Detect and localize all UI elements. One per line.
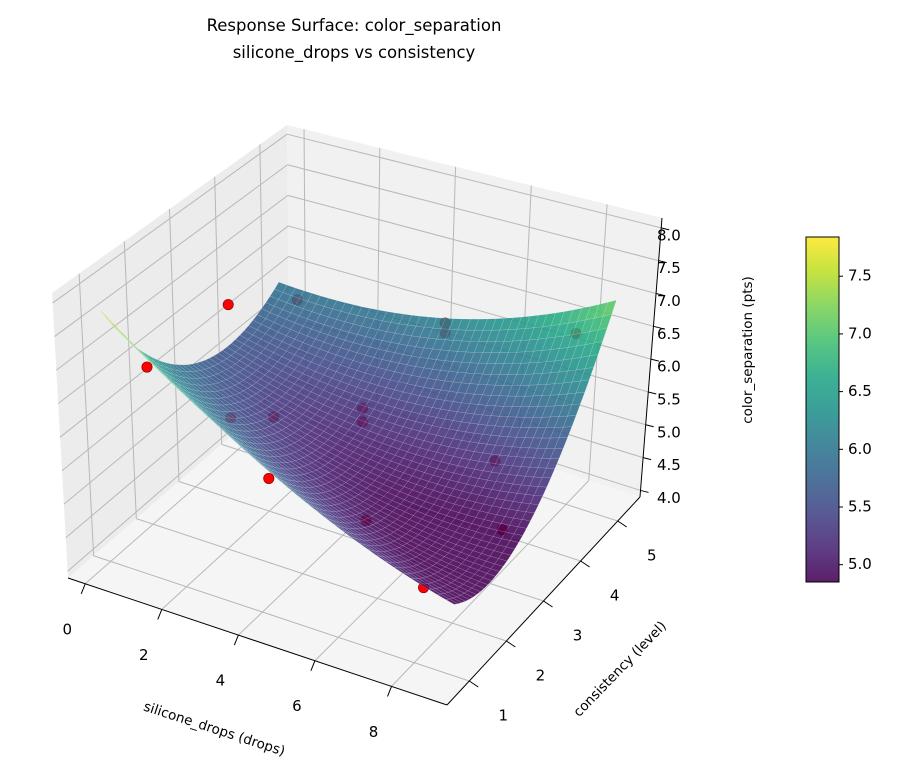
z-gridline-left bbox=[59, 256, 289, 438]
y-gridline-left bbox=[123, 241, 137, 519]
surface-patch bbox=[490, 563, 504, 572]
x-tick-label: 6 bbox=[292, 697, 302, 715]
x-tick-mark bbox=[157, 609, 163, 620]
z-tick-label: 6.0 bbox=[657, 358, 681, 376]
surface-patch bbox=[602, 299, 617, 317]
data-point bbox=[141, 361, 153, 373]
y-gridline-floor bbox=[136, 518, 507, 642]
z-tick-mark bbox=[650, 358, 659, 362]
surface-patch bbox=[517, 519, 531, 529]
colorbar-tick-label: 5.0 bbox=[848, 555, 872, 573]
y-axis-label: consistency (level) bbox=[570, 618, 669, 720]
y-tick-mark bbox=[506, 640, 516, 648]
surface-patch bbox=[562, 415, 577, 428]
x-tick-label: 2 bbox=[139, 646, 149, 664]
z-axis-label: color_separation (pts) bbox=[740, 276, 756, 424]
y-tick-label: 3 bbox=[573, 627, 583, 645]
data-point bbox=[222, 299, 234, 311]
colorbar-tick-label: 6.0 bbox=[848, 440, 872, 458]
x-tick-label: 0 bbox=[62, 620, 72, 638]
surface-patch bbox=[571, 391, 586, 406]
z-tick-mark bbox=[645, 424, 654, 428]
colorbar-gradient bbox=[806, 237, 839, 582]
points-in-front bbox=[141, 299, 275, 484]
surface-patch bbox=[598, 313, 613, 331]
y-tick-label: 4 bbox=[610, 587, 620, 605]
z-tick-mark bbox=[661, 227, 670, 231]
z-axis-line bbox=[639, 217, 663, 498]
x-axis-label: silicone_drops (drops) bbox=[141, 699, 286, 760]
response-surface bbox=[98, 281, 617, 605]
surface-patch bbox=[459, 592, 474, 600]
surface-patch bbox=[513, 526, 527, 536]
z-gridline-left bbox=[57, 225, 289, 405]
z-gridline-left bbox=[56, 194, 289, 371]
z-gridline-back bbox=[287, 164, 659, 262]
y-gridline-left bbox=[169, 208, 180, 482]
y-tick-mark bbox=[543, 600, 553, 608]
surface-patch bbox=[509, 533, 523, 543]
surface-patch bbox=[537, 477, 552, 488]
z-tick-mark bbox=[640, 489, 649, 493]
x-tick-mark bbox=[310, 660, 316, 671]
surface-patch bbox=[525, 503, 539, 514]
z-tick-label: 5.0 bbox=[657, 423, 681, 441]
colorbar-tick-label: 5.5 bbox=[848, 498, 872, 516]
chart-subtitle: silicone_drops vs consistency bbox=[233, 43, 476, 63]
colorbar-tick-label: 6.5 bbox=[848, 382, 872, 400]
y-gridline-floor bbox=[93, 555, 470, 682]
surface-patch bbox=[444, 598, 459, 605]
surface-patch bbox=[529, 495, 543, 505]
z-gridline-back bbox=[286, 133, 662, 229]
y-tick-mark bbox=[617, 520, 628, 528]
z-tick-mark bbox=[653, 325, 662, 329]
z-tick-label: 6.5 bbox=[657, 325, 681, 343]
surface-patch bbox=[580, 367, 594, 382]
x-tick-mark bbox=[233, 634, 239, 646]
z-tick-label: 7.0 bbox=[657, 292, 681, 310]
surface-patch bbox=[533, 486, 548, 497]
z-tick-label: 7.5 bbox=[657, 259, 681, 277]
y-tick-label: 5 bbox=[647, 547, 657, 565]
colorbar-tick-label: 7.5 bbox=[848, 267, 872, 285]
y-gridline-left bbox=[78, 273, 95, 556]
y-tick-mark bbox=[580, 560, 590, 568]
z-gridline-back bbox=[287, 194, 657, 294]
surface-patch bbox=[546, 458, 560, 469]
z-tick-mark bbox=[658, 260, 667, 264]
y-tick-label: 1 bbox=[498, 707, 508, 725]
z-tick-mark bbox=[642, 457, 652, 461]
data-point bbox=[263, 472, 275, 484]
tick-labels: 0 2 4 6 8 1 2 3 4 5 4.0 4.5 5.0 5.5 6.0 6.5 7.0 7.5 8.0 bbox=[62, 226, 680, 741]
x-axis-line bbox=[67, 577, 448, 706]
surface-patch bbox=[475, 581, 489, 589]
z-tick-label: 4.0 bbox=[657, 489, 681, 507]
x-tick-label: 8 bbox=[369, 723, 379, 741]
z-tick-label: 4.5 bbox=[657, 456, 681, 474]
z-gridline-left bbox=[52, 133, 288, 304]
y-tick-label: 2 bbox=[536, 667, 546, 685]
colorbar-frame bbox=[805, 236, 840, 583]
z-tick-label: 5.5 bbox=[657, 390, 681, 408]
z-tick-mark bbox=[648, 391, 657, 395]
surface-patch bbox=[541, 467, 556, 479]
z-gridline-left bbox=[54, 164, 288, 337]
colorbar: 5.0 5.5 6.0 6.5 7.0 7.5 bbox=[805, 236, 872, 583]
z-tick-label: 8.0 bbox=[657, 226, 681, 244]
z-tick-mark bbox=[655, 293, 665, 296]
surface-patch bbox=[521, 511, 535, 522]
y-tick-mark bbox=[468, 680, 479, 688]
x-tick-label: 4 bbox=[216, 672, 226, 690]
colorbar-tick-label: 7.0 bbox=[848, 324, 872, 342]
surface-patch bbox=[486, 568, 500, 577]
x-tick-mark bbox=[80, 583, 86, 594]
surface-patch bbox=[589, 341, 603, 357]
surface-patch bbox=[505, 540, 519, 550]
x-tick-mark bbox=[387, 686, 392, 697]
chart-title: Response Surface: color_separation bbox=[207, 16, 502, 36]
axis-lines bbox=[67, 217, 670, 706]
